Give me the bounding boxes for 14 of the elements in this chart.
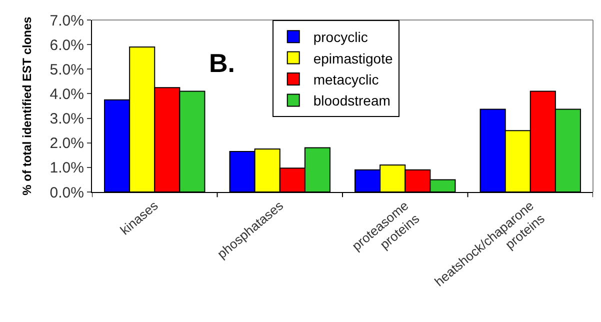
y-tick-label: 5.0% — [50, 61, 84, 78]
y-axis-title: % of total identified EST clones — [20, 16, 34, 196]
y-tick-label: 6.0% — [50, 36, 84, 54]
y-tick-label: 3.0% — [50, 110, 84, 128]
y-tick-label: 2.0% — [50, 135, 84, 152]
legend-label: metacyclic — [313, 71, 379, 88]
legend-label: procyclic — [313, 29, 368, 46]
y-tick-label: 1.0% — [50, 160, 84, 177]
y-tick-label: 0.0% — [50, 184, 84, 202]
legend-label: epimastigote — [313, 50, 393, 66]
y-tick-label: 7.0% — [50, 12, 84, 30]
legend-label: bloodstream — [313, 92, 390, 109]
y-tick-label: 4.0% — [50, 86, 84, 103]
annotation: B. — [209, 48, 235, 78]
